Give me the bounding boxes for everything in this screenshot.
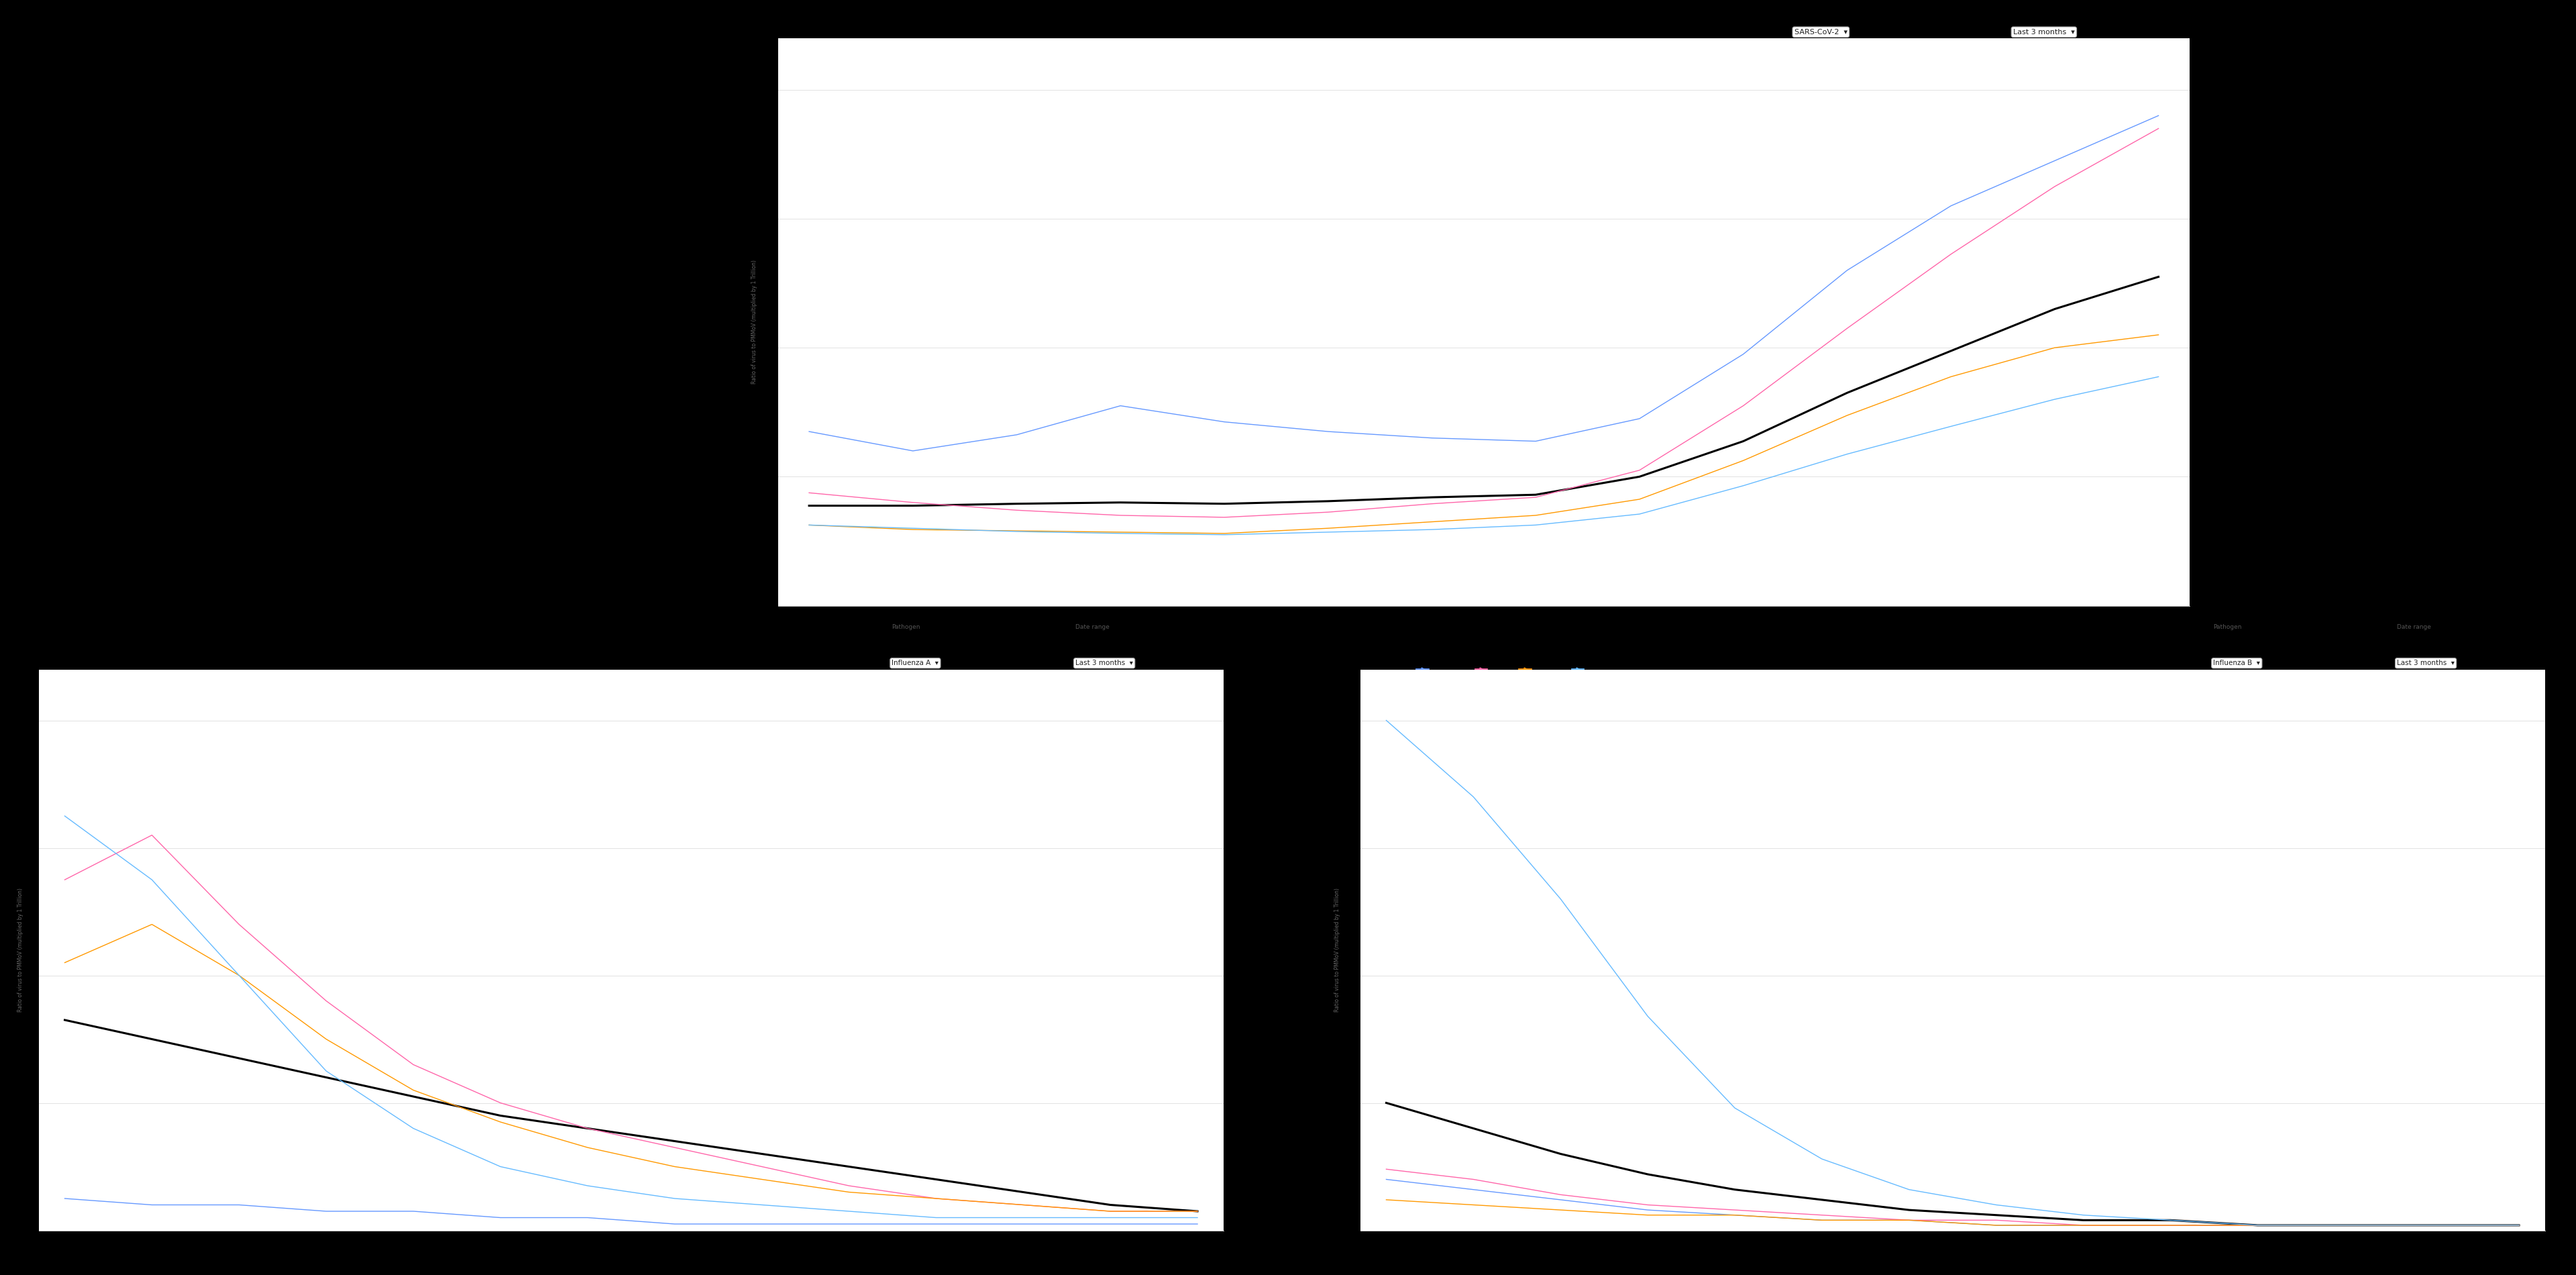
Text: Date range: Date range <box>2396 623 2432 630</box>
Text: Last 3 months  ▾: Last 3 months ▾ <box>2396 660 2455 667</box>
Text: Last 3 months  ▾: Last 3 months ▾ <box>1077 660 1133 667</box>
Text: SARS-CoV-2  ▾: SARS-CoV-2 ▾ <box>1795 29 1847 36</box>
Y-axis label: Ratio of virus to PMMoV (multiplied by 1 Trillion): Ratio of virus to PMMoV (multiplied by 1… <box>18 887 23 1012</box>
Text: Date range: Date range <box>1077 623 1110 630</box>
Legend: National, Northeast, South, Midwest, West: National, Northeast, South, Midwest, Wes… <box>1360 663 1607 676</box>
Y-axis label: Ratio of virus to PMMoV (multiplied by 1 Trillion): Ratio of virus to PMMoV (multiplied by 1… <box>1334 887 1340 1012</box>
Text: Pathogen: Pathogen <box>891 623 920 630</box>
Text: Influenza A  ▾: Influenza A ▾ <box>891 660 938 667</box>
Y-axis label: Ratio of virus to PMMoV (multiplied by 1 Trillion): Ratio of virus to PMMoV (multiplied by 1… <box>752 260 757 384</box>
Text: Last 3 months  ▾: Last 3 months ▾ <box>2014 29 2074 36</box>
Text: Influenza B  ▾: Influenza B ▾ <box>2213 660 2259 667</box>
Text: Pathogen: Pathogen <box>2213 623 2241 630</box>
